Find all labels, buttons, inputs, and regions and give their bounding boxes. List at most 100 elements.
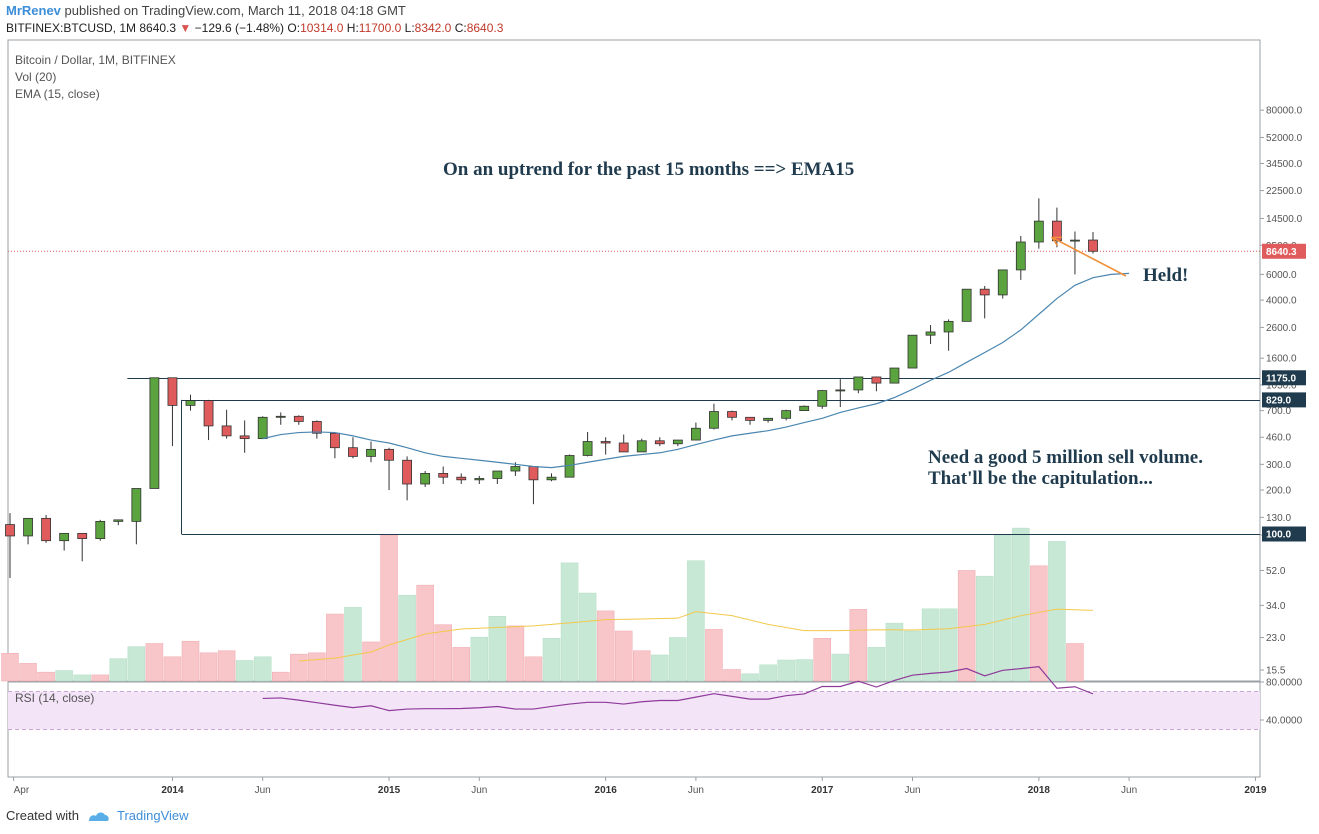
candle-body — [5, 524, 15, 537]
candle-body — [636, 440, 647, 453]
candle-body — [1088, 239, 1098, 252]
volume-bar — [939, 608, 958, 682]
legend-vol[interactable]: Vol (20) — [15, 70, 57, 84]
price-tick-label: 52000.0 — [1266, 133, 1303, 144]
volume-bar — [723, 669, 741, 682]
volume-bar — [308, 652, 326, 682]
ema15-line — [262, 272, 1130, 469]
candle-body — [961, 288, 972, 322]
created-with-text: Created with — [6, 808, 79, 823]
candle-body — [853, 376, 864, 391]
volume-bar — [326, 613, 344, 682]
time-tick-label: 2018 — [1028, 785, 1051, 796]
volume-bar — [55, 670, 73, 682]
legend-series-title[interactable]: Bitcoin / Dollar, 1M, BITFINEX — [15, 53, 176, 67]
candle-body — [311, 421, 322, 434]
price-tick-label: 460.0 — [1266, 433, 1291, 444]
price-tick-label: 1050.0 — [1266, 380, 1297, 391]
last-price-tag-label: 8640.3 — [1266, 247, 1297, 258]
candles-group — [5, 198, 1098, 578]
candle-body — [600, 441, 611, 444]
held-arrow — [1053, 238, 1127, 277]
volume-bar — [217, 650, 236, 682]
candle-body — [474, 478, 485, 481]
author-link[interactable]: MrRenev — [6, 3, 61, 18]
candle-body — [835, 389, 846, 392]
close-value: 8640.3 — [466, 21, 504, 35]
price-tick-label: 34500.0 — [1266, 159, 1303, 170]
level-lines-group — [127, 378, 1260, 535]
volume-bar — [290, 653, 308, 682]
volume-bar — [921, 608, 940, 682]
volume-bar — [470, 636, 489, 682]
price-tick-label: 700.0 — [1266, 406, 1291, 417]
main-pane-frame — [7, 39, 1261, 682]
candle-body — [366, 448, 376, 457]
candle-body — [546, 476, 557, 481]
price-tick-label: 34.0 — [1266, 601, 1286, 612]
candle-body — [889, 367, 900, 384]
legend-rsi[interactable]: RSI (14, close) — [15, 691, 95, 705]
tradingview-brand-link[interactable]: TradingView — [116, 808, 189, 823]
time-tick-label: 2016 — [595, 785, 618, 796]
volume-bar — [1048, 541, 1066, 682]
candle-body — [781, 410, 792, 419]
candle-body — [293, 415, 304, 422]
candle-body — [1070, 239, 1080, 242]
volume-bar — [759, 664, 777, 682]
candle-body — [618, 442, 629, 453]
rsi-line — [262, 665, 1094, 712]
rsi-band-group — [8, 691, 1260, 730]
candle-body — [727, 411, 737, 418]
held-arrow-group — [1053, 238, 1127, 277]
rsi-line-group — [262, 665, 1094, 712]
volume-bar — [199, 652, 218, 682]
volume-bar — [506, 625, 525, 682]
volume-bar — [19, 663, 37, 682]
candle-body — [817, 390, 828, 407]
candle-body — [329, 432, 340, 449]
tradingview-logo-icon — [88, 811, 109, 821]
rsi-axis-labels: 80.0000 40.0000 — [1260, 678, 1303, 727]
volume-bar — [37, 671, 55, 682]
volume-bar — [651, 654, 669, 682]
volume-bar — [885, 622, 904, 682]
volume-bar — [633, 650, 651, 682]
candle-body — [691, 427, 701, 441]
candle-body — [131, 488, 142, 522]
candle-body — [95, 520, 106, 540]
close-label: C: — [454, 21, 467, 35]
volume-bar — [741, 673, 759, 682]
high-label: H: — [346, 21, 359, 35]
rsi-tick-label: 80.0000 — [1266, 678, 1303, 689]
volume-bar — [669, 637, 687, 682]
price-tags-group: 1175.0 829.0 100.0 8640.3 — [1262, 243, 1306, 542]
volume-bar — [777, 659, 795, 682]
candle-body — [709, 411, 719, 429]
time-tick-label: 2019 — [1244, 785, 1267, 796]
candle-body — [221, 425, 232, 437]
candle-body — [41, 517, 51, 542]
candle-body — [438, 473, 449, 478]
candle-body — [59, 532, 70, 542]
candle-body — [654, 440, 665, 445]
volume-bar — [831, 653, 850, 682]
price-tick-label: 80000.0 — [1266, 106, 1303, 117]
price-tick-label: 6000.0 — [1266, 270, 1297, 281]
high-value: 11700.0 — [358, 21, 402, 35]
price-tick-label: 14500.0 — [1266, 214, 1303, 225]
candle-body — [348, 447, 358, 457]
legend-ema[interactable]: EMA (15, close) — [15, 87, 100, 101]
price-axis-labels: 80000.052000.034500.022500.014500.09500.… — [1260, 106, 1303, 677]
price-tick-label: 300.0 — [1266, 460, 1291, 471]
time-tick-label: 2015 — [378, 785, 401, 796]
volume-bar — [91, 674, 109, 682]
candle-body — [275, 415, 286, 418]
level-price-tag-bg — [1262, 370, 1306, 386]
low-value: 8342.0 — [414, 21, 452, 35]
level-price-tag: 1175.0 — [1262, 370, 1306, 386]
price-tick-label: 1600.0 — [1266, 354, 1297, 365]
volume-bar — [867, 647, 886, 682]
candle-body — [1015, 241, 1026, 271]
